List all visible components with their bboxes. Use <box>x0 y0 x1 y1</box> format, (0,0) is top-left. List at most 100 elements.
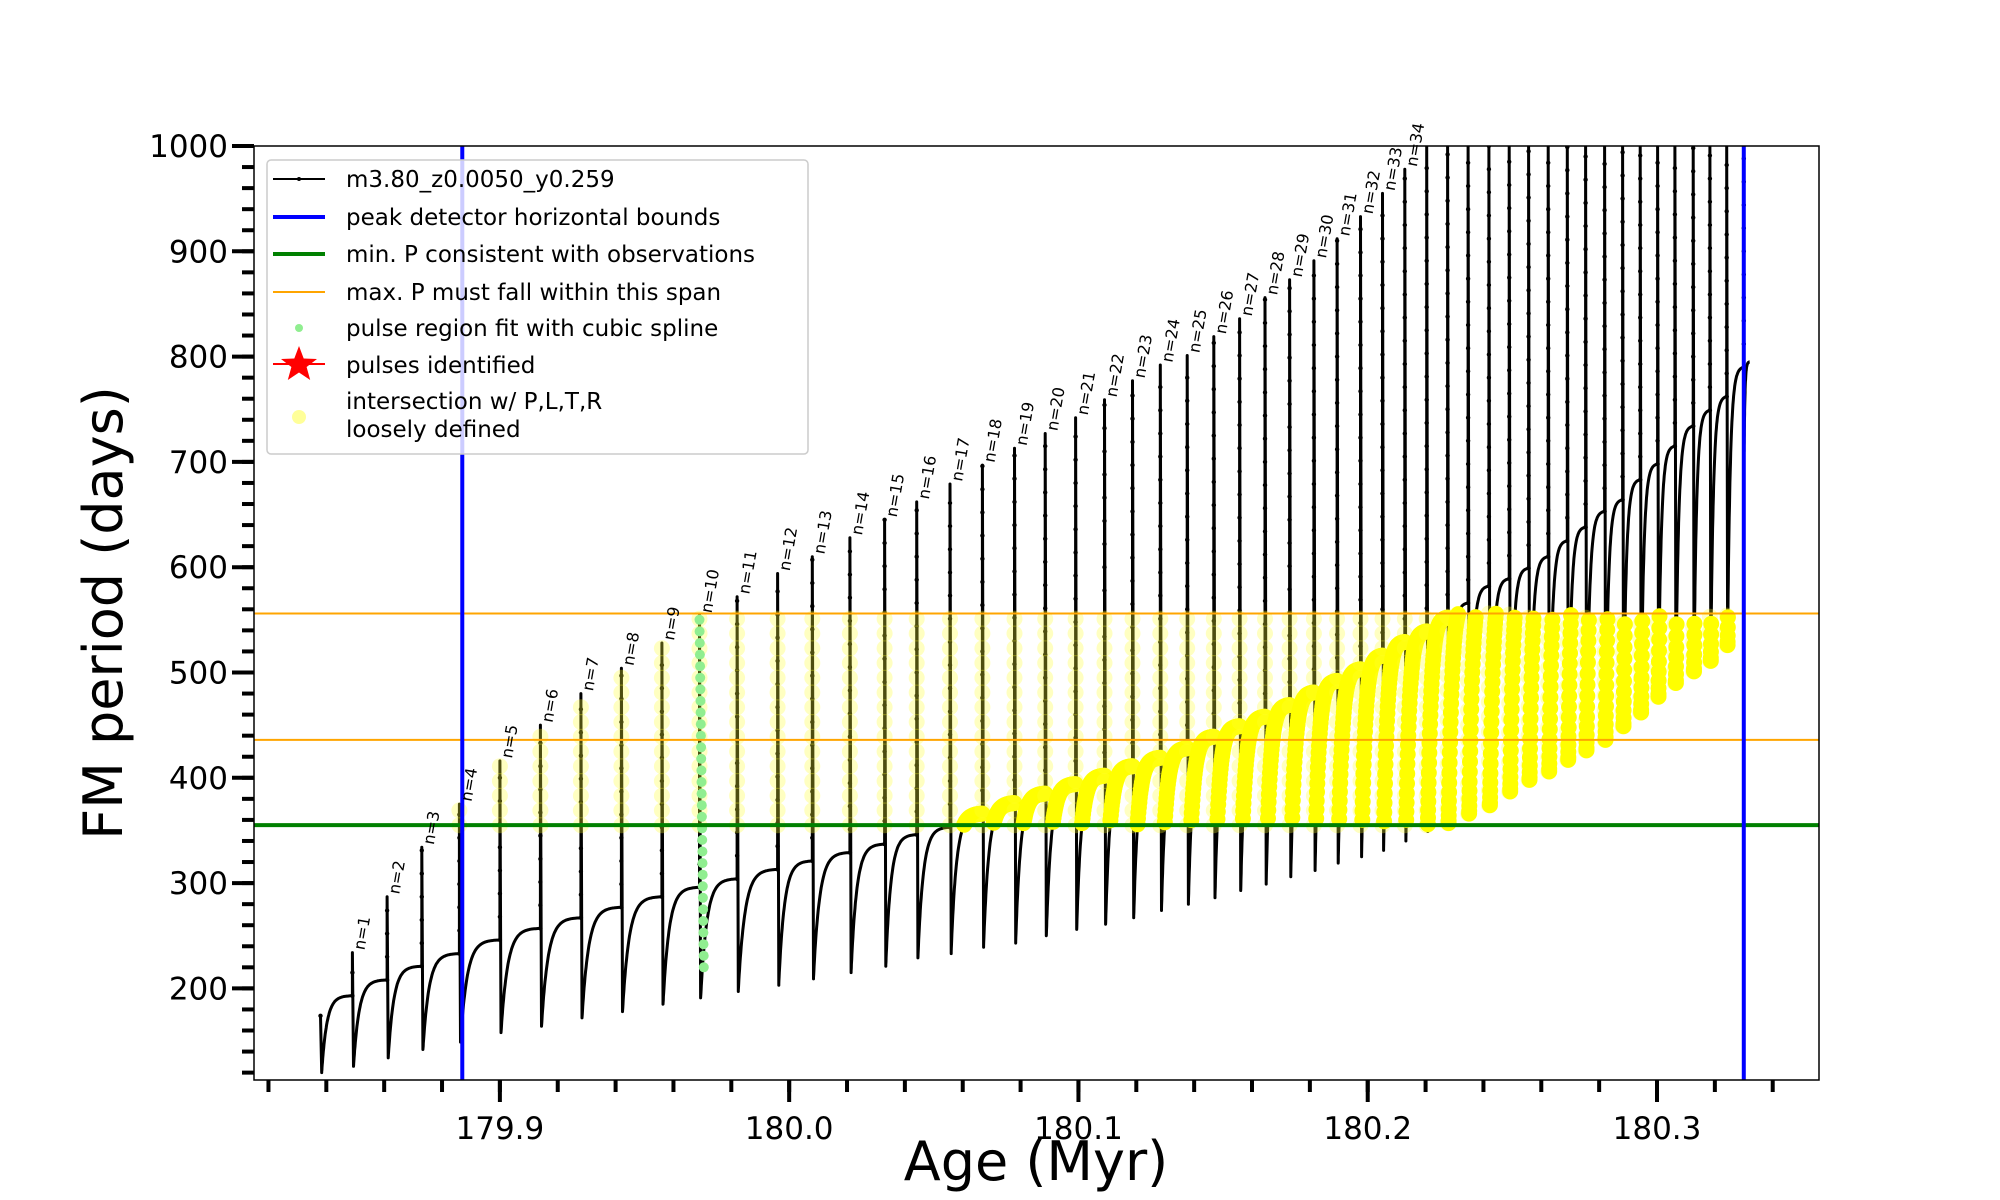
curve-marker <box>1565 237 1570 242</box>
curve-marker <box>775 867 780 872</box>
curve-marker <box>1583 270 1588 275</box>
y-tick-label: 500 <box>169 655 228 691</box>
curve-marker <box>1486 537 1492 542</box>
intersection-point-faint <box>804 787 821 804</box>
curve-marker <box>734 714 740 719</box>
intersection-point-faint <box>1096 728 1113 745</box>
curve-marker <box>1465 531 1471 536</box>
curve-marker <box>1130 439 1135 445</box>
intersection-point-faint <box>1096 655 1113 671</box>
intersection-point-faint <box>1124 655 1141 671</box>
intersection-point-faint <box>1352 640 1369 657</box>
curve-marker <box>384 908 390 913</box>
intersection-point-faint <box>942 714 958 730</box>
curve-marker <box>1424 559 1429 565</box>
curve-marker <box>1262 575 1268 580</box>
intersection-point-faint <box>1352 625 1369 642</box>
curve-marker <box>1486 213 1492 218</box>
curve-marker <box>1102 634 1107 639</box>
curve-marker <box>810 789 815 794</box>
intersection-point-faint <box>1037 758 1054 775</box>
intersection-point-faint <box>804 728 821 745</box>
curve-marker <box>847 711 853 716</box>
intersection-point-faint <box>841 669 858 686</box>
curve-marker <box>538 903 543 908</box>
curve-marker <box>734 760 740 766</box>
intersection-point-faint <box>1205 684 1222 701</box>
curve-marker <box>1185 514 1190 519</box>
curve-marker <box>1707 176 1713 181</box>
intersection-point-faint <box>908 787 925 804</box>
curve-marker <box>1130 648 1135 653</box>
curve-marker <box>1102 750 1107 755</box>
curve-marker <box>914 763 919 768</box>
curve-marker <box>1655 346 1660 351</box>
intersection-point-faint <box>1067 640 1084 657</box>
spline-fit-point <box>695 695 706 706</box>
intersection-point-faint <box>841 610 858 627</box>
curve-marker <box>1043 467 1048 472</box>
curve-marker <box>1602 462 1607 468</box>
curve-marker <box>1287 424 1292 430</box>
legend-entry-min-p: min. P consistent with observations <box>273 242 755 268</box>
curve-marker <box>1424 490 1429 495</box>
curve-marker <box>1507 437 1512 442</box>
intersection-point-faint <box>804 655 821 671</box>
curve-marker <box>1507 530 1512 535</box>
curve-marker <box>1380 630 1385 635</box>
curve-marker <box>1526 241 1531 247</box>
intersection-point-faint <box>974 669 991 686</box>
intersection-point-faint <box>1257 699 1273 716</box>
curve-marker <box>497 868 503 873</box>
intersection-point-faint <box>974 714 991 730</box>
curve-marker <box>1445 476 1450 481</box>
curve-marker <box>1102 680 1107 686</box>
curve-marker <box>1486 236 1492 241</box>
curve-marker <box>947 755 953 760</box>
curve-marker <box>1672 374 1678 379</box>
legend-label-max-p: max. P must fall within this span <box>346 280 721 306</box>
curve-marker <box>1565 191 1570 196</box>
curve-marker <box>1311 551 1317 556</box>
curve-marker <box>1311 435 1317 440</box>
curve-marker <box>810 742 815 748</box>
x-tick-label: 180.0 <box>745 1111 834 1147</box>
curve-marker <box>659 894 665 899</box>
curve-marker <box>775 728 780 733</box>
curve-marker <box>1526 496 1531 501</box>
curve-marker <box>1012 592 1017 597</box>
intersection-point-faint <box>1205 669 1222 686</box>
curve-marker <box>847 734 853 739</box>
curve-marker <box>1073 527 1078 532</box>
curve-marker <box>1358 342 1363 348</box>
intersection-point-faint <box>1006 787 1023 804</box>
curve-marker <box>1655 369 1660 374</box>
curve-marker <box>1262 482 1268 488</box>
curve-marker <box>1565 330 1570 335</box>
curve-marker <box>1526 519 1531 525</box>
curve-marker <box>1043 606 1048 611</box>
intersection-point-faint <box>729 758 746 775</box>
curve-marker <box>1380 306 1385 311</box>
intersection-point-faint <box>1067 743 1084 760</box>
intersection-point-faint <box>1006 728 1023 745</box>
curve-marker <box>1486 352 1492 357</box>
curve-marker <box>1465 508 1471 513</box>
curve-marker <box>1211 711 1217 716</box>
intersection-point <box>1719 609 1736 626</box>
intersection-point-faint <box>1329 625 1346 642</box>
curve-marker <box>1211 641 1217 647</box>
intersection-point-faint <box>1124 699 1141 716</box>
curve-marker <box>1638 384 1643 390</box>
intersection-point-faint <box>1179 714 1196 730</box>
intersection-point-faint <box>729 699 746 716</box>
curve-segment <box>350 951 388 1068</box>
curve-marker <box>1402 176 1408 181</box>
curve-marker <box>1602 509 1607 514</box>
spline-fit-point <box>697 892 708 903</box>
curve-marker <box>1691 423 1696 429</box>
intersection-point-faint <box>1305 625 1322 642</box>
intersection-point-faint <box>1096 758 1113 775</box>
curve-marker <box>1158 454 1163 459</box>
intersection-point-faint <box>532 743 549 760</box>
